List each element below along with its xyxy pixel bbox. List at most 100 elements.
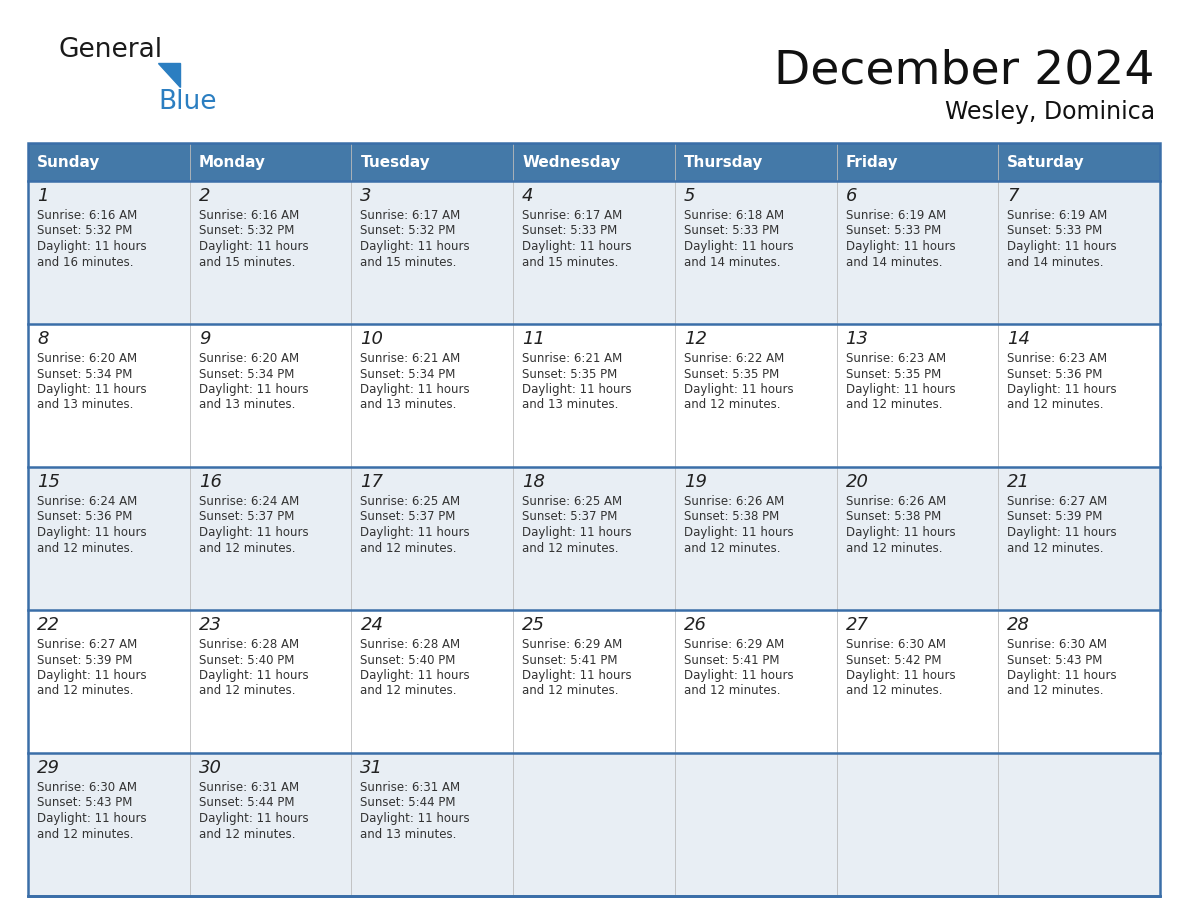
Text: Sunset: 5:44 PM: Sunset: 5:44 PM <box>360 797 456 810</box>
Text: 29: 29 <box>37 759 61 777</box>
Text: Sunset: 5:43 PM: Sunset: 5:43 PM <box>37 797 132 810</box>
Text: Sunrise: 6:21 AM: Sunrise: 6:21 AM <box>360 352 461 365</box>
Text: Sunrise: 6:24 AM: Sunrise: 6:24 AM <box>198 495 299 508</box>
Text: Sunrise: 6:29 AM: Sunrise: 6:29 AM <box>684 638 784 651</box>
Text: Tuesday: Tuesday <box>360 154 430 170</box>
Text: 31: 31 <box>360 759 384 777</box>
Text: and 12 minutes.: and 12 minutes. <box>37 685 133 698</box>
Text: Sunrise: 6:31 AM: Sunrise: 6:31 AM <box>198 781 299 794</box>
Bar <box>29 143 1159 896</box>
Text: Sunset: 5:32 PM: Sunset: 5:32 PM <box>37 225 132 238</box>
Text: 12: 12 <box>684 330 707 348</box>
Text: 22: 22 <box>37 616 61 634</box>
Text: Sunday: Sunday <box>37 154 100 170</box>
Text: Sunrise: 6:26 AM: Sunrise: 6:26 AM <box>684 495 784 508</box>
Text: Sunset: 5:37 PM: Sunset: 5:37 PM <box>523 510 618 523</box>
Text: Sunset: 5:41 PM: Sunset: 5:41 PM <box>684 654 779 666</box>
Text: Sunset: 5:32 PM: Sunset: 5:32 PM <box>198 225 295 238</box>
Bar <box>29 467 1159 610</box>
Text: 27: 27 <box>846 616 868 634</box>
Text: 19: 19 <box>684 473 707 491</box>
Text: Sunset: 5:33 PM: Sunset: 5:33 PM <box>523 225 618 238</box>
Text: and 16 minutes.: and 16 minutes. <box>37 255 133 268</box>
Text: and 13 minutes.: and 13 minutes. <box>523 398 619 411</box>
Text: 6: 6 <box>846 187 857 205</box>
Text: 24: 24 <box>360 616 384 634</box>
Text: Daylight: 11 hours: Daylight: 11 hours <box>1007 526 1117 539</box>
Text: Sunset: 5:36 PM: Sunset: 5:36 PM <box>37 510 132 523</box>
Text: Blue: Blue <box>158 89 216 115</box>
Text: Sunrise: 6:25 AM: Sunrise: 6:25 AM <box>360 495 461 508</box>
Text: Sunset: 5:37 PM: Sunset: 5:37 PM <box>360 510 456 523</box>
Text: Daylight: 11 hours: Daylight: 11 hours <box>360 812 470 825</box>
Text: Sunset: 5:34 PM: Sunset: 5:34 PM <box>37 367 132 380</box>
Bar <box>29 324 1159 467</box>
Text: Daylight: 11 hours: Daylight: 11 hours <box>523 669 632 682</box>
Text: and 12 minutes.: and 12 minutes. <box>523 542 619 554</box>
Text: Daylight: 11 hours: Daylight: 11 hours <box>360 669 470 682</box>
Text: Daylight: 11 hours: Daylight: 11 hours <box>37 812 146 825</box>
Text: 2: 2 <box>198 187 210 205</box>
Text: 16: 16 <box>198 473 222 491</box>
Text: and 12 minutes.: and 12 minutes. <box>198 542 295 554</box>
Text: and 13 minutes.: and 13 minutes. <box>360 398 457 411</box>
Text: Sunset: 5:38 PM: Sunset: 5:38 PM <box>846 510 941 523</box>
Text: Daylight: 11 hours: Daylight: 11 hours <box>684 526 794 539</box>
Text: 17: 17 <box>360 473 384 491</box>
Text: and 12 minutes.: and 12 minutes. <box>846 685 942 698</box>
Text: Daylight: 11 hours: Daylight: 11 hours <box>198 383 309 396</box>
Text: Wesley, Dominica: Wesley, Dominica <box>944 100 1155 124</box>
Text: Daylight: 11 hours: Daylight: 11 hours <box>684 240 794 253</box>
Text: Sunrise: 6:19 AM: Sunrise: 6:19 AM <box>1007 209 1107 222</box>
Bar <box>29 143 1159 181</box>
Text: and 12 minutes.: and 12 minutes. <box>360 685 457 698</box>
Text: Daylight: 11 hours: Daylight: 11 hours <box>37 383 146 396</box>
Text: Sunrise: 6:22 AM: Sunrise: 6:22 AM <box>684 352 784 365</box>
Text: Sunrise: 6:24 AM: Sunrise: 6:24 AM <box>37 495 138 508</box>
Text: Daylight: 11 hours: Daylight: 11 hours <box>37 240 146 253</box>
Text: December 2024: December 2024 <box>775 48 1155 93</box>
Text: and 13 minutes.: and 13 minutes. <box>198 398 295 411</box>
Text: 5: 5 <box>684 187 695 205</box>
Text: and 15 minutes.: and 15 minutes. <box>360 255 457 268</box>
Text: Sunrise: 6:17 AM: Sunrise: 6:17 AM <box>360 209 461 222</box>
Text: 14: 14 <box>1007 330 1030 348</box>
Text: Sunrise: 6:20 AM: Sunrise: 6:20 AM <box>198 352 299 365</box>
Text: 7: 7 <box>1007 187 1019 205</box>
Text: Friday: Friday <box>846 154 898 170</box>
Text: Daylight: 11 hours: Daylight: 11 hours <box>198 812 309 825</box>
Text: 21: 21 <box>1007 473 1030 491</box>
Text: and 12 minutes.: and 12 minutes. <box>846 542 942 554</box>
Text: Daylight: 11 hours: Daylight: 11 hours <box>198 526 309 539</box>
Text: 13: 13 <box>846 330 868 348</box>
Text: and 12 minutes.: and 12 minutes. <box>523 685 619 698</box>
Text: Sunset: 5:40 PM: Sunset: 5:40 PM <box>198 654 295 666</box>
Text: and 14 minutes.: and 14 minutes. <box>684 255 781 268</box>
Text: Sunset: 5:39 PM: Sunset: 5:39 PM <box>37 654 132 666</box>
Text: Daylight: 11 hours: Daylight: 11 hours <box>1007 669 1117 682</box>
Text: Sunset: 5:40 PM: Sunset: 5:40 PM <box>360 654 456 666</box>
Text: Daylight: 11 hours: Daylight: 11 hours <box>37 669 146 682</box>
Text: Sunset: 5:44 PM: Sunset: 5:44 PM <box>198 797 295 810</box>
Text: Sunrise: 6:21 AM: Sunrise: 6:21 AM <box>523 352 623 365</box>
Text: Sunrise: 6:30 AM: Sunrise: 6:30 AM <box>846 638 946 651</box>
Bar <box>29 610 1159 753</box>
Text: Sunrise: 6:25 AM: Sunrise: 6:25 AM <box>523 495 623 508</box>
Text: Sunrise: 6:29 AM: Sunrise: 6:29 AM <box>523 638 623 651</box>
Text: and 12 minutes.: and 12 minutes. <box>684 398 781 411</box>
Text: Daylight: 11 hours: Daylight: 11 hours <box>360 526 470 539</box>
Text: and 12 minutes.: and 12 minutes. <box>684 685 781 698</box>
Text: Daylight: 11 hours: Daylight: 11 hours <box>846 669 955 682</box>
Text: and 15 minutes.: and 15 minutes. <box>198 255 295 268</box>
Text: Sunrise: 6:20 AM: Sunrise: 6:20 AM <box>37 352 137 365</box>
Text: Daylight: 11 hours: Daylight: 11 hours <box>360 240 470 253</box>
Text: Monday: Monday <box>198 154 266 170</box>
Text: Daylight: 11 hours: Daylight: 11 hours <box>684 383 794 396</box>
Text: Sunrise: 6:23 AM: Sunrise: 6:23 AM <box>846 352 946 365</box>
Text: 1: 1 <box>37 187 49 205</box>
Text: 15: 15 <box>37 473 61 491</box>
Text: and 12 minutes.: and 12 minutes. <box>1007 398 1104 411</box>
Text: Sunrise: 6:30 AM: Sunrise: 6:30 AM <box>1007 638 1107 651</box>
Text: Sunset: 5:33 PM: Sunset: 5:33 PM <box>684 225 779 238</box>
Text: Daylight: 11 hours: Daylight: 11 hours <box>360 383 470 396</box>
